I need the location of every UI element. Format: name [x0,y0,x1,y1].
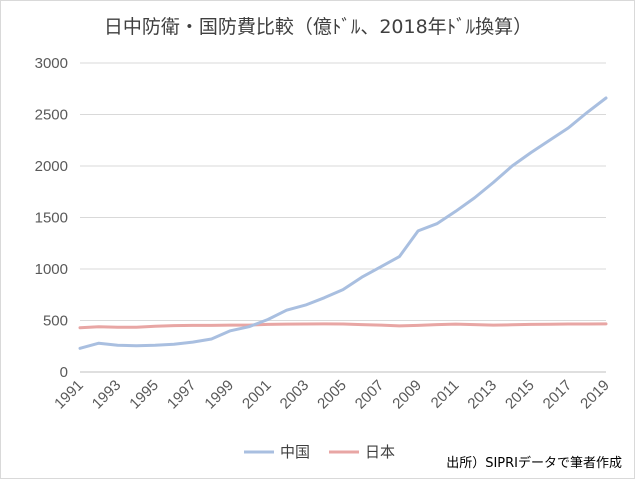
series-line-china [78,96,608,350]
series-line-japan [78,322,608,330]
source-note: 出所）SIPRIデータで筆者作成 [446,455,622,471]
legend-label-japan: 日本 [365,443,395,461]
x-tick-label: 2007 [352,377,388,413]
x-tick-label: 2013 [464,377,500,413]
y-tick-label: 1000 [35,261,68,278]
y-tick-label: 1500 [35,210,68,227]
legend: 中国 日本 [244,443,395,461]
y-tick-label: 2000 [35,158,68,175]
x-tick-label: 2015 [502,377,538,413]
y-tick-label: 0 [60,364,68,381]
x-tick-label: 1995 [126,377,162,413]
x-tick-label: 2011 [428,377,463,412]
x-tick-label: 2009 [389,377,425,413]
x-tick-label: 2003 [277,377,313,413]
x-tick-label: 2005 [314,377,350,413]
y-tick-label: 500 [43,313,68,330]
series-lines [78,96,608,350]
x-tick-label: 1999 [201,377,237,413]
x-tick-label: 2017 [540,377,576,413]
y-axis-ticks: 0 500 1000 1500 2000 2500 3000 [35,55,68,381]
legend-label-china: 中国 [280,443,310,461]
x-tick-label: 2019 [577,377,613,413]
y-tick-label: 2500 [35,107,68,124]
x-tick-label: 1993 [89,377,125,413]
x-axis-ticks: 1991 1993 1995 1997 1999 2001 2003 2005 2007 2009… [51,377,613,413]
x-tick-label: 2001 [239,377,275,413]
y-tick-label: 3000 [35,55,68,72]
x-tick-label: 1997 [164,377,200,413]
grid [80,62,606,373]
x-tick-label: 1991 [51,377,87,413]
chart-title: 日中防衛・国防費比較（億ﾄﾞﾙ、2018年ﾄﾞﾙ換算） [104,16,532,38]
